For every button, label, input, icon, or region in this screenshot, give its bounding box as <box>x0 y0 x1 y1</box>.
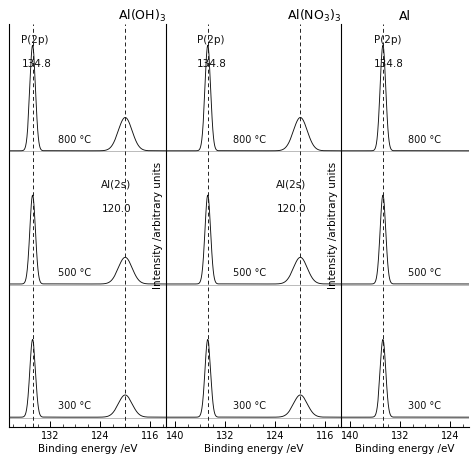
Text: 120.0: 120.0 <box>277 203 307 213</box>
X-axis label: Binding energy /eV: Binding energy /eV <box>204 444 303 454</box>
Text: 800 °C: 800 °C <box>58 135 91 145</box>
Text: P(2p): P(2p) <box>197 35 224 45</box>
Text: 500 °C: 500 °C <box>408 268 441 278</box>
Text: 120.0: 120.0 <box>102 203 131 213</box>
Y-axis label: Intensity /arbitrary units: Intensity /arbitrary units <box>153 162 163 289</box>
Text: Al(OH)$_3$: Al(OH)$_3$ <box>118 8 166 24</box>
Text: 300 °C: 300 °C <box>408 401 441 411</box>
Text: 500 °C: 500 °C <box>233 268 266 278</box>
Text: 500 °C: 500 °C <box>58 268 91 278</box>
Text: 800 °C: 800 °C <box>233 135 266 145</box>
Text: 134.8: 134.8 <box>374 59 403 69</box>
Text: Al(2s): Al(2s) <box>101 179 131 189</box>
Text: P(2p): P(2p) <box>374 35 401 45</box>
X-axis label: Binding energy /eV: Binding energy /eV <box>356 444 455 454</box>
X-axis label: Binding energy /eV: Binding energy /eV <box>38 444 137 454</box>
Text: 134.8: 134.8 <box>21 59 51 69</box>
Text: Al: Al <box>399 9 411 23</box>
Y-axis label: Intensity /arbitrary units: Intensity /arbitrary units <box>328 162 338 289</box>
Text: 300 °C: 300 °C <box>233 401 266 411</box>
Text: 800 °C: 800 °C <box>408 135 441 145</box>
Text: Al(2s): Al(2s) <box>276 179 307 189</box>
Text: 134.8: 134.8 <box>197 59 227 69</box>
Text: 300 °C: 300 °C <box>58 401 91 411</box>
Text: Al(NO$_3$)$_3$: Al(NO$_3$)$_3$ <box>287 8 341 24</box>
Text: P(2p): P(2p) <box>21 35 49 45</box>
